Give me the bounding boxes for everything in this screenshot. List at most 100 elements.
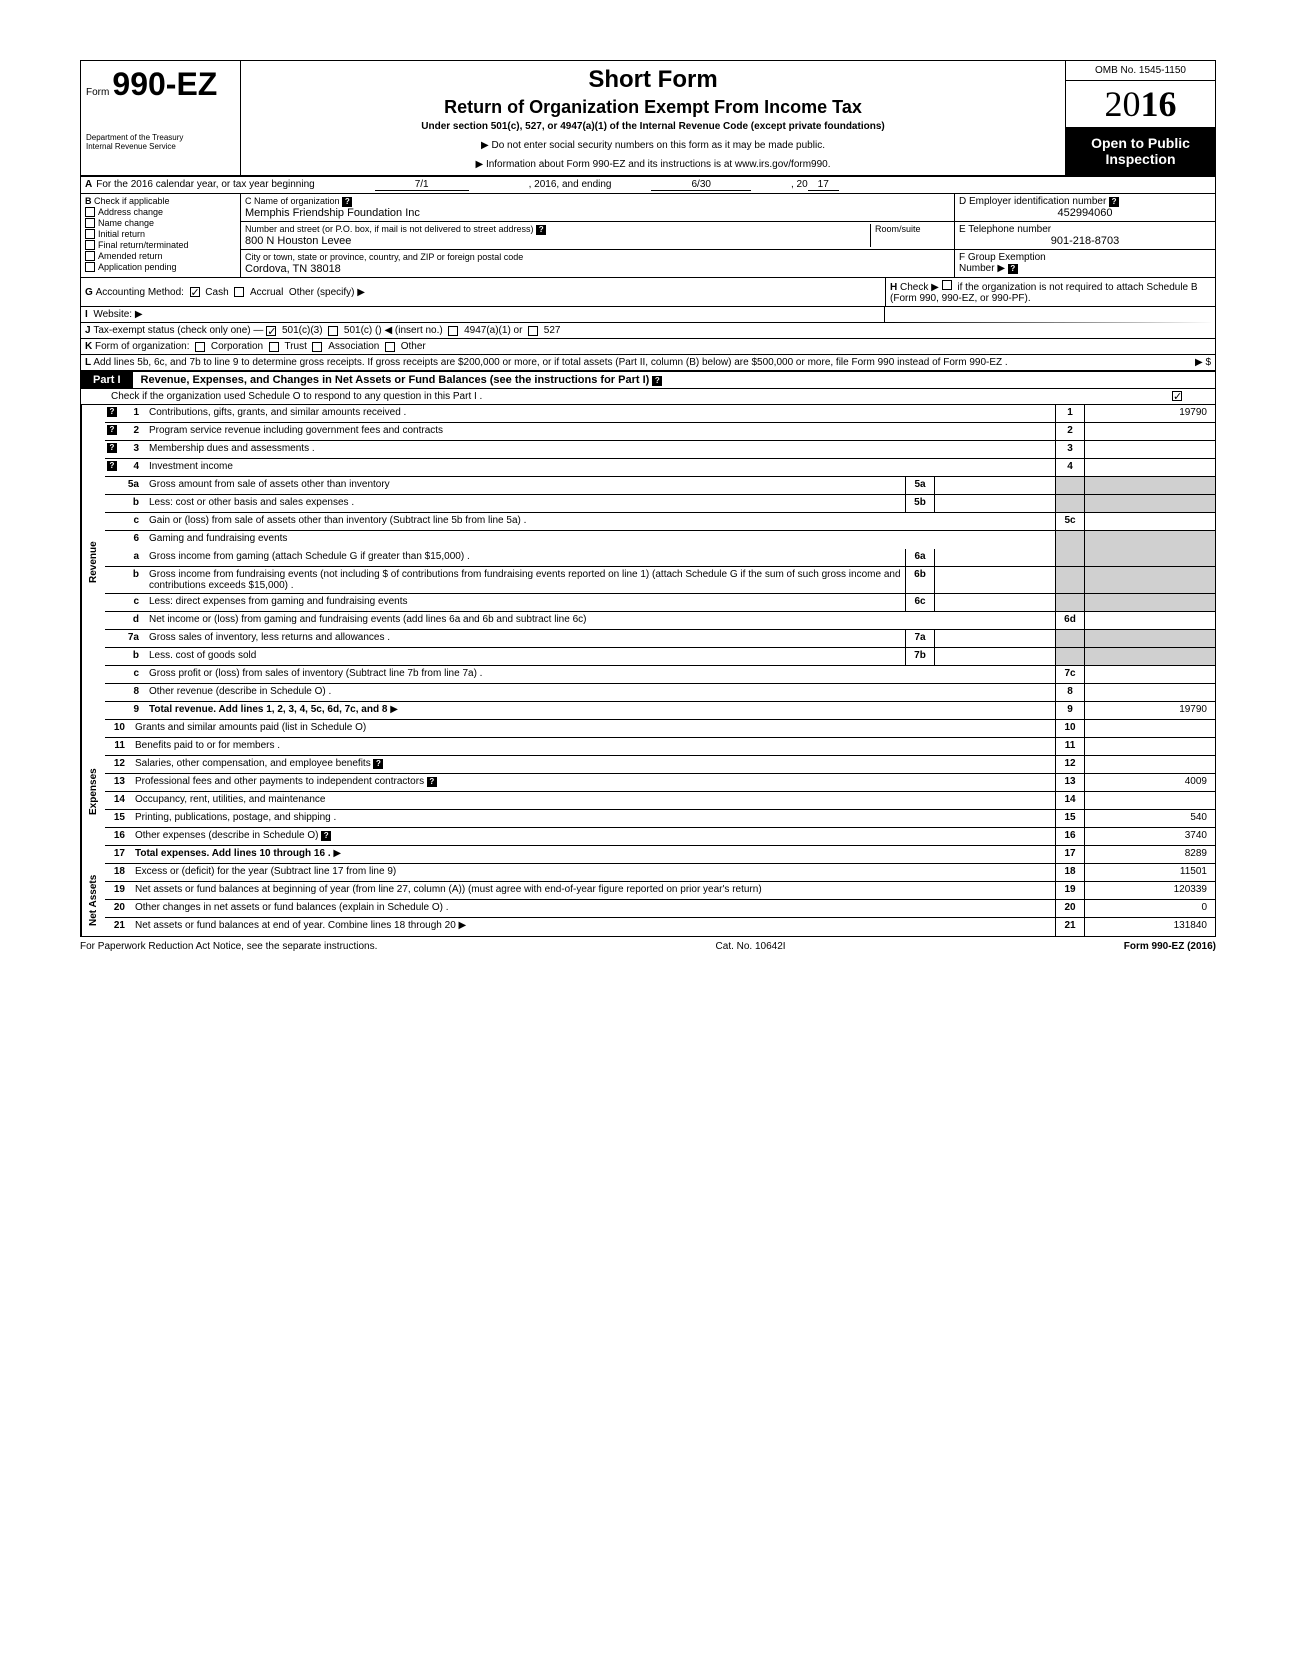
chk-527[interactable] xyxy=(528,326,538,336)
room-label: Room/suite xyxy=(875,224,921,234)
line2-val[interactable] xyxy=(1085,423,1215,440)
line9-val[interactable]: 19790 xyxy=(1085,702,1215,719)
line10-val[interactable] xyxy=(1085,720,1215,737)
help-icon[interactable]: ? xyxy=(107,407,117,417)
line17-val[interactable]: 8289 xyxy=(1085,846,1215,863)
dept-text: Department of the Treasury Internal Reve… xyxy=(86,133,235,151)
help-icon[interactable]: ? xyxy=(427,777,437,787)
help-icon[interactable]: ? xyxy=(342,197,352,207)
subtitle: Under section 501(c), 527, or 4947(a)(1)… xyxy=(251,121,1055,132)
line16-val[interactable]: 3740 xyxy=(1085,828,1215,845)
row-a: A For the 2016 calendar year, or tax yea… xyxy=(81,177,1215,194)
line1-val[interactable]: 19790 xyxy=(1085,405,1215,422)
help-icon[interactable]: ? xyxy=(1109,197,1119,207)
chk-schedule-b[interactable] xyxy=(942,280,952,290)
chk-application-pending[interactable]: Application pending xyxy=(85,262,236,272)
line6d-val[interactable] xyxy=(1085,612,1215,629)
line7a-val[interactable] xyxy=(935,630,1055,647)
line7b-val[interactable] xyxy=(935,648,1055,665)
help-icon[interactable]: ? xyxy=(321,831,331,841)
ein-value[interactable]: 452994060 xyxy=(959,207,1211,219)
row-j: J Tax-exempt status (check only one) — 5… xyxy=(81,323,1215,339)
help-icon[interactable]: ? xyxy=(107,443,117,453)
chk-4947[interactable] xyxy=(448,326,458,336)
revenue-section: Revenue ?1Contributions, gifts, grants, … xyxy=(81,405,1215,720)
tax-year-begin[interactable]: 7/1 xyxy=(375,179,469,191)
line21-val[interactable]: 131840 xyxy=(1085,918,1215,936)
line5b-val[interactable] xyxy=(935,495,1055,512)
footer-right: Form 990-EZ (2016) xyxy=(1124,941,1216,952)
chk-cash[interactable] xyxy=(190,287,200,297)
line6c-val[interactable] xyxy=(935,594,1055,611)
line14-val[interactable] xyxy=(1085,792,1215,809)
header-row: Form 990-EZ Department of the Treasury I… xyxy=(81,61,1215,177)
chk-501c[interactable] xyxy=(328,326,338,336)
line6a-val[interactable] xyxy=(935,549,1055,566)
chk-final-return[interactable]: Final return/terminated xyxy=(85,240,236,250)
line8-val[interactable] xyxy=(1085,684,1215,701)
org-name[interactable]: Memphis Friendship Foundation Inc xyxy=(245,207,950,219)
grp-label: F Group Exemption xyxy=(959,252,1046,263)
short-form-title: Short Form xyxy=(251,66,1055,94)
form-990ez: Form 990-EZ Department of the Treasury I… xyxy=(80,60,1216,937)
tax-year-yr[interactable]: 17 xyxy=(808,179,839,191)
line13-val[interactable]: 4009 xyxy=(1085,774,1215,791)
part1-header: Part I Revenue, Expenses, and Changes in… xyxy=(81,372,1215,389)
footer-mid: Cat. No. 10642I xyxy=(716,941,786,952)
line19-val[interactable]: 120339 xyxy=(1085,882,1215,899)
chk-501c3[interactable] xyxy=(266,326,276,336)
col-c: C Name of organization ? Memphis Friends… xyxy=(241,194,955,277)
help-icon[interactable]: ? xyxy=(652,376,662,386)
street-address[interactable]: 800 N Houston Levee xyxy=(245,235,870,247)
help-icon[interactable]: ? xyxy=(107,425,117,435)
row-gh: G Accounting Method: Cash Accrual Other … xyxy=(81,278,1215,307)
chk-amended-return[interactable]: Amended return xyxy=(85,251,236,261)
col-b: B Check if applicable Address change Nam… xyxy=(81,194,241,277)
open-public-label: Open to Public Inspection xyxy=(1066,127,1215,175)
part1-label: Part I xyxy=(81,372,133,388)
line6b-val[interactable] xyxy=(935,567,1055,593)
tel-value[interactable]: 901-218-8703 xyxy=(959,235,1211,247)
netassets-label: Net Assets xyxy=(81,864,105,936)
expenses-section: Expenses 10Grants and similar amounts pa… xyxy=(81,720,1215,864)
help-icon[interactable]: ? xyxy=(373,759,383,769)
part1-title: Revenue, Expenses, and Changes in Net As… xyxy=(133,372,1215,388)
info-link-line: ▶ Information about Form 990-EZ and its … xyxy=(251,159,1055,170)
row-i: I Website: ▶ xyxy=(81,307,1215,323)
line4-val[interactable] xyxy=(1085,459,1215,476)
help-icon[interactable]: ? xyxy=(536,225,546,235)
expenses-label: Expenses xyxy=(81,720,105,864)
chk-other-org[interactable] xyxy=(385,342,395,352)
chk-schedule-o[interactable] xyxy=(1172,391,1182,401)
line7c-val[interactable] xyxy=(1085,666,1215,683)
tax-year-end[interactable]: 6/30 xyxy=(651,179,750,191)
line11-val[interactable] xyxy=(1085,738,1215,755)
right-header: OMB No. 1545-1150 2016 Open to Public In… xyxy=(1065,61,1215,175)
line12-val[interactable] xyxy=(1085,756,1215,773)
chk-name-change[interactable]: Name change xyxy=(85,218,236,228)
tax-year: 2016 xyxy=(1066,81,1215,127)
chk-initial-return[interactable]: Initial return xyxy=(85,229,236,239)
main-title: Return of Organization Exempt From Incom… xyxy=(251,97,1055,118)
tel-label: E Telephone number xyxy=(959,224,1051,235)
help-icon[interactable]: ? xyxy=(107,461,117,471)
row-k: K Form of organization: Corporation Trus… xyxy=(81,339,1215,355)
netassets-section: Net Assets 18Excess or (deficit) for the… xyxy=(81,864,1215,936)
line5a-val[interactable] xyxy=(935,477,1055,494)
chk-accrual[interactable] xyxy=(234,287,244,297)
line20-val[interactable]: 0 xyxy=(1085,900,1215,917)
revenue-label: Revenue xyxy=(81,405,105,720)
chk-trust[interactable] xyxy=(269,342,279,352)
city-state-zip[interactable]: Cordova, TN 38018 xyxy=(245,263,950,275)
chk-corporation[interactable] xyxy=(195,342,205,352)
line15-val[interactable]: 540 xyxy=(1085,810,1215,827)
chk-association[interactable] xyxy=(312,342,322,352)
chk-address-change[interactable]: Address change xyxy=(85,207,236,217)
line3-val[interactable] xyxy=(1085,441,1215,458)
form-number: 990-EZ xyxy=(112,66,217,102)
help-icon[interactable]: ? xyxy=(1008,264,1018,274)
line5c-val[interactable] xyxy=(1085,513,1215,530)
line18-val[interactable]: 11501 xyxy=(1085,864,1215,881)
form-label: Form xyxy=(86,87,109,98)
footer-left: For Paperwork Reduction Act Notice, see … xyxy=(80,941,377,952)
